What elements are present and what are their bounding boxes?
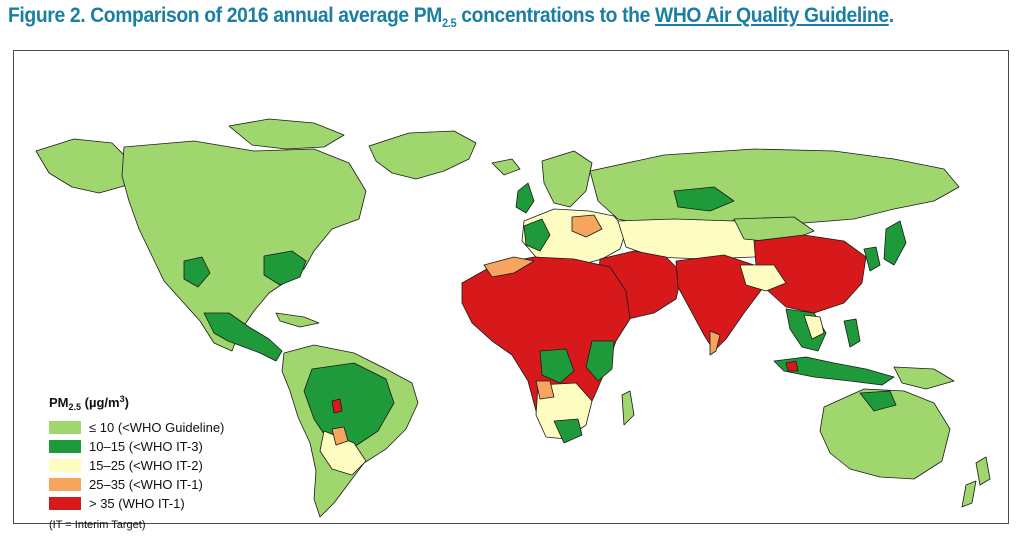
central-africa-region <box>539 348 575 384</box>
australia-region <box>819 388 951 480</box>
south-asia-region <box>675 254 763 352</box>
legend: PM2.5 (µg/m3) ≤ 10 (<WHO Guideline) 10–1… <box>49 394 309 531</box>
legend-title: PM2.5 (µg/m3) <box>49 394 309 412</box>
indochina-region <box>803 314 825 340</box>
iceland-region <box>491 158 521 176</box>
title-middle: concentrations to the <box>456 4 655 27</box>
world-map <box>35 118 991 518</box>
title-prefix: Figure 2. Comparison of 2016 annual aver… <box>8 4 443 27</box>
legend-footnote: (IT = Interim Target) <box>49 519 146 531</box>
australia-north-region <box>859 390 897 412</box>
tibet-region <box>739 264 787 292</box>
new-guinea-region <box>893 366 955 390</box>
bolivia-hotspot-region <box>331 398 343 414</box>
indonesia-region <box>773 356 895 386</box>
europe-region <box>521 208 627 268</box>
legend-item: 15–25 (<WHO IT-2) <box>49 456 309 475</box>
legend-item: 10–15 (<WHO IT-3) <box>49 437 309 456</box>
map-frame: PM2.5 (µg/m3) ≤ 10 (<WHO Guideline) 10–1… <box>13 50 1009 531</box>
philippines-region <box>843 318 861 348</box>
eastern-europe-region <box>571 214 603 238</box>
western-europe-region <box>523 218 551 252</box>
siberia-patch-region <box>673 186 735 212</box>
legend-title-close: ) <box>124 395 129 410</box>
legend-item: 25–35 (<WHO IT-1) <box>49 475 309 494</box>
legend-swatch <box>49 440 81 453</box>
north-africa-coast-region <box>483 256 535 278</box>
title-suffix: . <box>888 4 894 27</box>
figure-title: Figure 2. Comparison of 2016 annual aver… <box>8 4 937 34</box>
legend-title-units: (µg/m <box>81 395 120 410</box>
legend-swatch <box>49 421 81 434</box>
us-west-region <box>183 256 211 288</box>
indonesia-hotspot-region <box>785 360 799 372</box>
south-america-hotspot-region <box>331 426 349 446</box>
new-zealand-south-region <box>961 480 977 508</box>
legend-swatch <box>49 497 81 510</box>
east-africa-region <box>585 340 615 382</box>
legend-item: > 35 (WHO IT-1) <box>49 494 309 513</box>
legend-label: ≤ 10 (<WHO Guideline) <box>89 420 225 435</box>
alaska-region <box>35 138 133 194</box>
greenland-region <box>368 130 477 180</box>
legend-title-subscript: 2.5 <box>68 402 82 412</box>
title-subscript: 2.5 <box>442 16 457 30</box>
south-africa-region <box>553 418 583 444</box>
north-america-region <box>121 140 367 352</box>
caribbean-region <box>275 312 320 328</box>
scandinavia-region <box>541 150 593 208</box>
legend-label: 15–25 (<WHO IT-2) <box>89 458 203 473</box>
south-india-region <box>709 330 721 356</box>
legend-item: ≤ 10 (<WHO Guideline) <box>49 418 309 437</box>
uk-region <box>515 182 535 214</box>
central-america-region <box>203 312 283 362</box>
us-east-region <box>263 250 307 286</box>
madagascar-region <box>621 390 635 426</box>
arctic-islands-region <box>228 118 345 150</box>
who-guideline-link[interactable]: WHO Air Quality Guideline <box>654 4 889 27</box>
south-america-central-region <box>319 430 367 476</box>
new-zealand-region <box>975 456 991 486</box>
legend-swatch <box>49 478 81 491</box>
legend-title-sup: 3 <box>119 394 125 404</box>
amazon-region <box>303 362 395 448</box>
korea-region <box>863 246 881 272</box>
japan-region <box>883 220 907 266</box>
legend-swatch <box>49 459 81 472</box>
legend-label: > 35 (WHO IT-1) <box>89 496 185 511</box>
russia-region <box>589 148 960 228</box>
legend-label: 25–35 (<WHO IT-1) <box>89 477 203 492</box>
angola-region <box>535 380 555 400</box>
legend-title-prefix: PM <box>49 395 69 410</box>
legend-label: 10–15 (<WHO IT-3) <box>89 439 203 454</box>
